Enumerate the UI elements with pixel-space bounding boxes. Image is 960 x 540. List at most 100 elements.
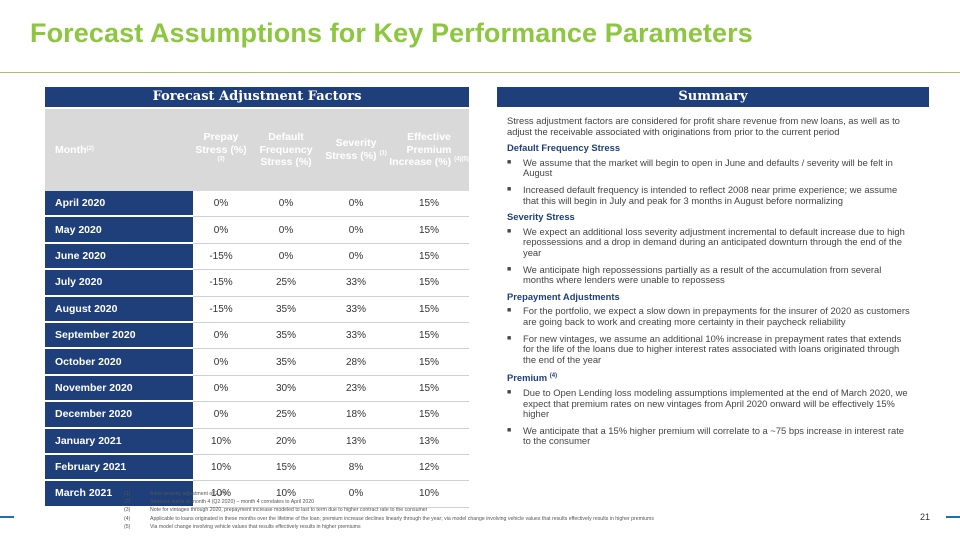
footnote-text: Applicable to loans originated in these … xyxy=(150,515,654,522)
section-heading-text: Default Frequency Stress xyxy=(507,142,621,154)
row-premium: 15% xyxy=(389,217,469,244)
row-premium: 15% xyxy=(389,270,469,297)
row-premium: 15% xyxy=(389,376,469,403)
table-row: October 2020 0% 35% 28% 15% xyxy=(45,349,469,376)
bullet-text: For new vintages, we assume an additiona… xyxy=(523,332,902,365)
row-premium: 13% xyxy=(389,429,469,455)
row-month: August 2020 xyxy=(45,296,193,323)
footnote: (4) Applicable to loans originated in the… xyxy=(124,515,764,523)
header-month-label: Month xyxy=(55,143,87,156)
footnote-number: (3) xyxy=(124,507,131,514)
row-premium: 15% xyxy=(389,402,469,429)
row-prepay: 0% xyxy=(193,349,249,376)
bullet-square-icon: ■ xyxy=(507,227,512,235)
title-divider xyxy=(0,72,960,73)
footnotes: (1) Base severity adjustment of 2.3% (2) S… xyxy=(124,490,764,531)
header-premium-label: Effective Premium Increase (%) xyxy=(389,131,452,169)
table-band-title: Forecast Adjustment Factors xyxy=(45,87,469,107)
header-prepay-label: Prepay Stress (%) xyxy=(195,131,247,156)
summary-band-title: Summary xyxy=(497,87,929,107)
row-prepay: 0% xyxy=(193,402,249,429)
table-row: August 2020 -15% 35% 33% 15% xyxy=(45,296,469,323)
footnote-text: Stresses starts at month 4 (Q2 2020) – m… xyxy=(150,499,315,506)
footnote-text: Via model change involving vehicle value… xyxy=(150,523,361,530)
row-severity: 0% xyxy=(323,244,389,271)
table-row: December 2020 0% 25% 18% 15% xyxy=(45,402,469,429)
table-body: April 2020 0% 0% 0% 15% May 2020 0% 0% 0% 15% Ju… xyxy=(45,191,469,508)
footnote: (3) Note for vintages through 2020, prepa… xyxy=(124,506,764,514)
row-prepay: 10% xyxy=(193,455,249,482)
row-prepay: 10% xyxy=(193,481,249,508)
row-severity: 0% xyxy=(323,217,389,244)
bullet-item: ■ For new vintages, we assume an addition… xyxy=(507,332,919,366)
row-default: 30% xyxy=(249,376,323,403)
header-month-sup: (2) xyxy=(86,146,94,153)
table-row: November 2020 0% 30% 23% 15% xyxy=(45,375,469,403)
row-month: September 2020 xyxy=(45,322,193,350)
row-prepay: -15% xyxy=(193,270,249,297)
header-severity-sup: (1) xyxy=(379,150,387,157)
footnote-text: Note for vintages through 2020, prepayme… xyxy=(150,507,428,514)
row-premium: 15% xyxy=(389,191,469,218)
row-severity: 28% xyxy=(323,349,389,376)
row-default: 25% xyxy=(249,402,323,429)
row-month: October 2020 xyxy=(45,349,193,376)
row-premium: 12% xyxy=(389,455,469,482)
row-default: 0% xyxy=(249,217,323,244)
summary-panel: Summary Stress adjustment factors are co… xyxy=(497,87,929,453)
row-month: April 2020 xyxy=(45,191,193,218)
table-header-row: Month (2) Prepay Stress (%) (3) Default F… xyxy=(45,107,469,191)
bullet-text: Due to Open Lending loss modeling assump… xyxy=(523,387,908,420)
row-severity: 18% xyxy=(323,402,389,429)
bottom-accent-left xyxy=(0,516,14,518)
row-severity: 8% xyxy=(323,455,389,482)
row-severity: 23% xyxy=(323,376,389,403)
table-row: July 2020 -15% 25% 33% 15% xyxy=(45,270,469,297)
section-heading-prepayment: Prepayment Adjustments xyxy=(507,290,919,303)
bullet-text: We anticipate high repossessions partial… xyxy=(523,263,882,286)
page-title: Forecast Assumptions for Key Performance… xyxy=(30,18,753,48)
table-row: September 2020 0% 35% 33% 15% xyxy=(45,322,469,350)
bullet-text: We expect an additional loss severity ad… xyxy=(523,225,905,258)
footnote-number: (5) xyxy=(124,523,131,530)
row-severity: 13% xyxy=(323,429,389,455)
row-default: 0% xyxy=(249,191,323,218)
bullet-square-icon: ■ xyxy=(507,158,512,166)
footnote: (1) Base severity adjustment of 2.3% xyxy=(124,490,764,498)
summary-intro: Stress adjustment factors are considered… xyxy=(507,115,900,137)
footnote: (5) Via model change involving vehicle va… xyxy=(124,523,764,531)
footnote-number: (4) xyxy=(124,515,131,522)
section-heading-text: Prepayment Adjustments xyxy=(507,290,620,302)
row-month: May 2020 xyxy=(45,217,193,244)
row-severity: 0% xyxy=(323,191,389,218)
row-prepay: -15% xyxy=(193,244,249,271)
row-default: 15% xyxy=(249,455,323,482)
header-severity-label: Severity Stress (%) xyxy=(325,137,377,162)
bullet-square-icon: ■ xyxy=(507,307,512,315)
footnote: (2) Stresses starts at month 4 (Q2 2020) … xyxy=(124,498,764,506)
table-row: June 2020 -15% 0% 0% 15% xyxy=(45,243,469,271)
header-prepay: Prepay Stress (%) (3) xyxy=(193,109,249,191)
table-row: February 2021 10% 15% 8% 12% xyxy=(45,454,469,482)
header-default: Default Frequency Stress (%) xyxy=(249,109,323,191)
bullet-item: ■ We anticipate that a 15% higher premium… xyxy=(507,424,919,447)
bullet-item: ■ Increased default frequency is intended… xyxy=(507,184,919,206)
bullet-item: ■ We anticipate high repossessions partia… xyxy=(507,263,919,286)
row-prepay: 0% xyxy=(193,323,249,350)
row-month: February 2021 xyxy=(45,454,193,482)
row-month: January 2021 xyxy=(45,428,193,455)
row-month: December 2020 xyxy=(45,402,193,429)
row-premium: 15% xyxy=(389,323,469,350)
bullet-item: ■ We expect an additional loss severity a… xyxy=(507,225,919,259)
forecast-adjustment-table: Forecast Adjustment Factors Month (2) Pre… xyxy=(45,87,469,508)
bullet-text: We anticipate that a 15% higher premium … xyxy=(523,424,905,447)
section-heading-sup: (4) xyxy=(549,373,558,380)
summary-body: Stress adjustment factors are considered… xyxy=(497,107,929,447)
row-premium: 15% xyxy=(389,297,469,323)
row-default: 35% xyxy=(249,349,323,376)
row-severity: 0% xyxy=(323,481,389,508)
bullet-square-icon: ■ xyxy=(507,389,512,396)
bullet-text: We assume that the market will begin to … xyxy=(523,156,893,179)
row-default: 35% xyxy=(249,323,323,350)
row-premium: 15% xyxy=(389,349,469,376)
